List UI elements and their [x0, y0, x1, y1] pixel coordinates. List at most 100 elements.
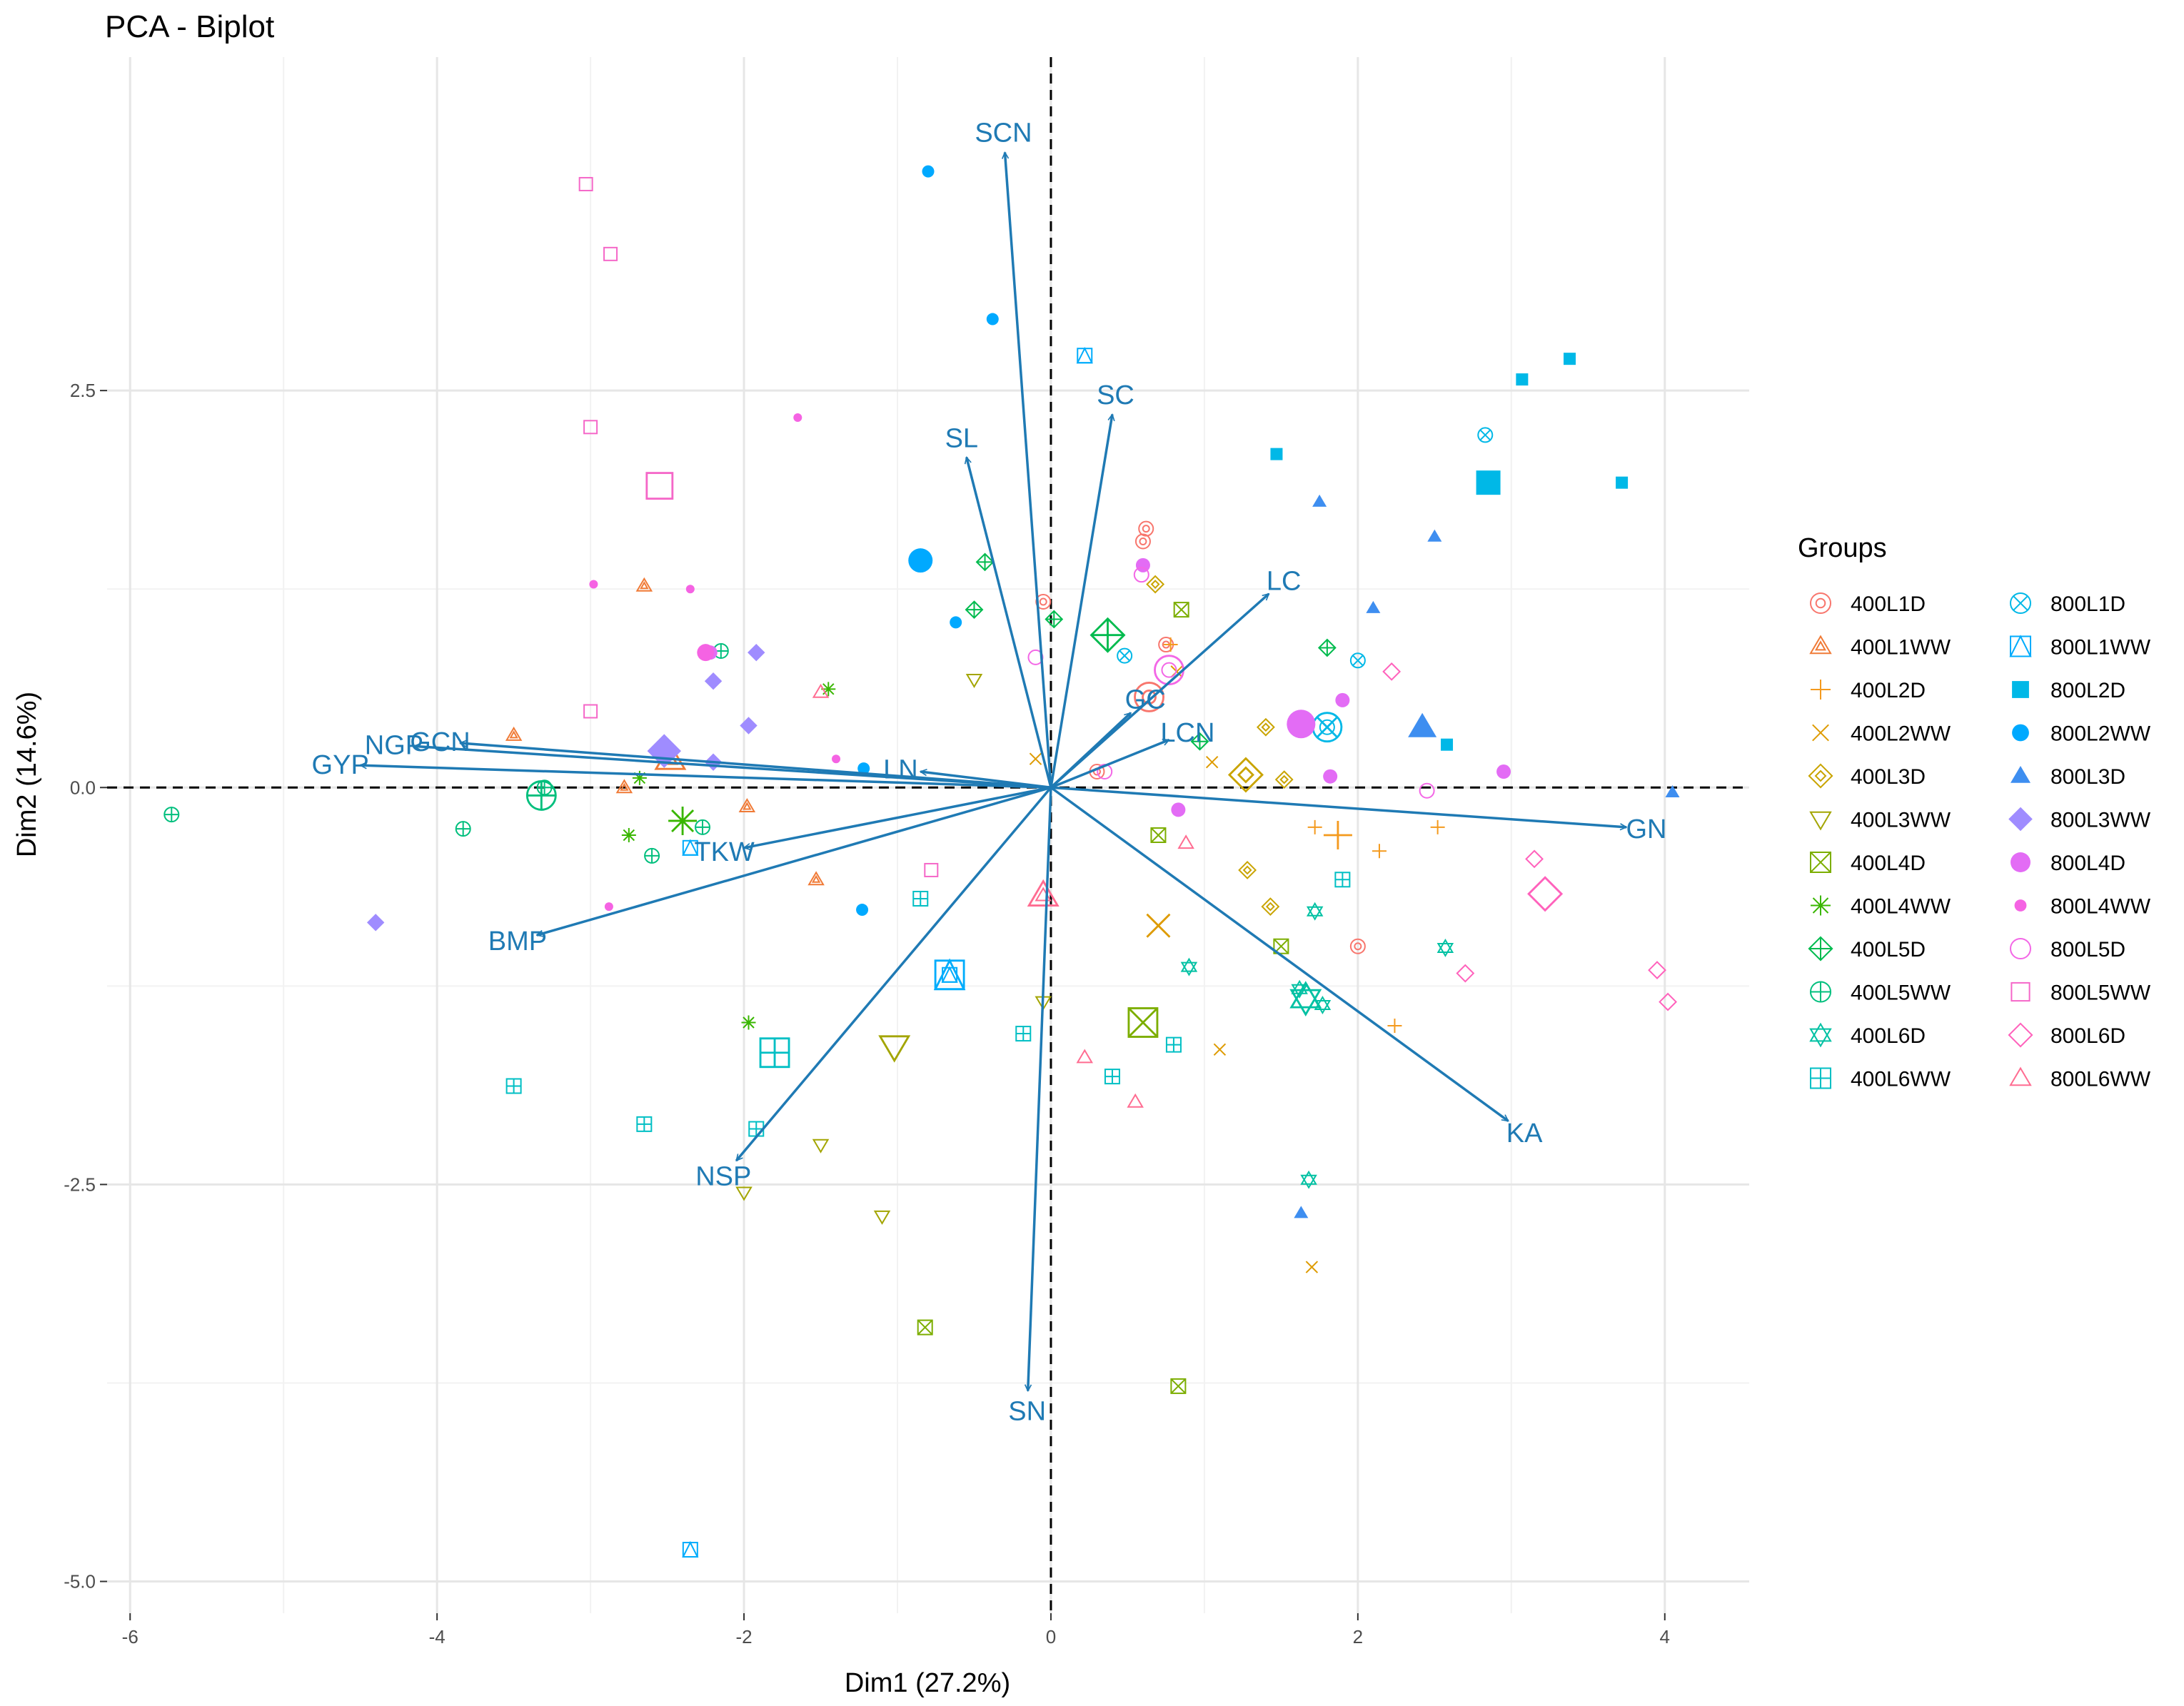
data-point	[1427, 529, 1442, 542]
data-point	[621, 828, 636, 842]
data-point	[1146, 575, 1165, 594]
group-centroid	[1090, 617, 1126, 653]
data-point	[1138, 520, 1154, 537]
plot-panel	[107, 57, 1749, 1613]
data-point	[1163, 637, 1178, 652]
data-point	[1496, 764, 1511, 779]
legend-label: 400L5D	[1851, 938, 1926, 961]
data-point	[793, 413, 802, 422]
vector-label: TKW	[694, 837, 755, 867]
vector-gn: GN	[1050, 786, 1666, 844]
vector-arrow	[1005, 152, 1052, 788]
group-centroid	[645, 472, 674, 500]
group-centroid	[668, 806, 698, 835]
legend-label: 400L4D	[1851, 852, 1926, 875]
legend-label: 400L1WW	[1851, 636, 1951, 660]
group-centroid	[1027, 879, 1060, 907]
data-point	[644, 847, 660, 864]
series-800L5WW	[578, 176, 939, 877]
y-tick-label: 2.5	[70, 380, 96, 401]
data-point	[583, 420, 598, 435]
data-point	[1177, 834, 1194, 849]
vector-lcn: LCN	[1050, 718, 1214, 789]
series-800L4D	[703, 557, 1511, 817]
legend-label: 800L2WW	[2050, 722, 2151, 746]
legend-label: 800L1D	[2050, 592, 2125, 616]
vector-label: NGP	[365, 731, 423, 761]
legend-item: 800L1WW	[2009, 635, 2151, 660]
data-point	[807, 871, 825, 886]
data-point	[685, 585, 695, 594]
legend-item: 800L6WW	[2009, 1066, 2151, 1091]
vector-label: SCN	[975, 118, 1032, 148]
vector-arrow	[1050, 738, 1169, 789]
series-400L2D	[1163, 637, 1445, 1033]
vector-arrow	[1050, 712, 1131, 789]
data-point	[1334, 872, 1351, 888]
data-point	[1335, 692, 1350, 707]
data-point	[748, 643, 765, 662]
data-point	[1029, 752, 1042, 765]
data-point	[986, 313, 999, 325]
data-point	[505, 1078, 522, 1094]
legend-item: 800L5WW	[2011, 981, 2151, 1005]
legend-label: 800L1WW	[2050, 636, 2151, 660]
group-centroid	[1408, 712, 1437, 737]
legend-label: 800L5WW	[2050, 981, 2151, 1005]
data-point	[1616, 476, 1629, 489]
group-centroid	[1527, 876, 1564, 912]
x-tick-label: 2	[1353, 1626, 1363, 1647]
data-point	[1170, 1378, 1187, 1394]
vector-sc: SC	[1050, 380, 1134, 788]
data-point	[1015, 1026, 1032, 1042]
data-point	[1261, 897, 1280, 917]
series-800L6D	[1382, 662, 1677, 1011]
data-point	[1076, 346, 1093, 364]
vector-label: SN	[1008, 1397, 1046, 1427]
data-point	[1274, 770, 1294, 789]
legend-item: 400L1WW	[1809, 635, 1951, 660]
series-400L4D	[917, 602, 1289, 1394]
group-centroid	[1227, 757, 1264, 793]
vector-label: SC	[1097, 380, 1134, 410]
data-point	[735, 1186, 753, 1201]
data-point	[857, 762, 870, 775]
series-800L1WW	[682, 346, 1093, 1558]
data-point	[1133, 567, 1149, 583]
chart-title: PCA - Biplot	[105, 9, 274, 44]
data-point	[1323, 769, 1338, 784]
legend-label: 400L1D	[1851, 592, 1926, 616]
vector-arrow	[744, 786, 1052, 848]
data-point	[873, 1210, 891, 1225]
series-400L3D	[1146, 575, 1294, 917]
data-point	[950, 616, 962, 629]
vector-sl: SL	[945, 423, 1052, 788]
group-centroid	[1476, 470, 1501, 495]
series-800L4WW	[589, 413, 841, 912]
y-tick-label: 0.0	[70, 777, 96, 798]
vector-gyp: GYP	[312, 750, 1052, 789]
data-point	[1173, 602, 1189, 618]
vector-label: GCN	[410, 727, 470, 757]
data-point	[163, 807, 180, 823]
data-point	[589, 580, 598, 589]
data-point	[740, 717, 758, 735]
legend-label: 400L2WW	[1851, 722, 1951, 746]
legend-label: 800L3WW	[2050, 809, 2151, 832]
data-point	[1300, 1170, 1317, 1189]
data-point	[1104, 1069, 1120, 1085]
data-point	[1665, 784, 1680, 797]
legend-label: 800L4D	[2050, 852, 2125, 875]
y-axis-title: Dim2 (14.6%)	[12, 692, 42, 857]
legend-item: 400L2D	[1811, 679, 1926, 702]
legend-item: 400L4D	[1810, 852, 1926, 875]
vector-label: LC	[1267, 566, 1302, 596]
data-point	[604, 902, 613, 912]
y-tick-label: -5.0	[64, 1571, 96, 1593]
vector-arrow	[414, 746, 1052, 789]
x-axis-title: Dim1 (27.2%)	[845, 1668, 1010, 1698]
data-point	[615, 779, 633, 794]
data-point	[636, 1116, 653, 1132]
data-point	[1161, 662, 1177, 678]
legend-item: 400L4WW	[1811, 895, 1951, 919]
